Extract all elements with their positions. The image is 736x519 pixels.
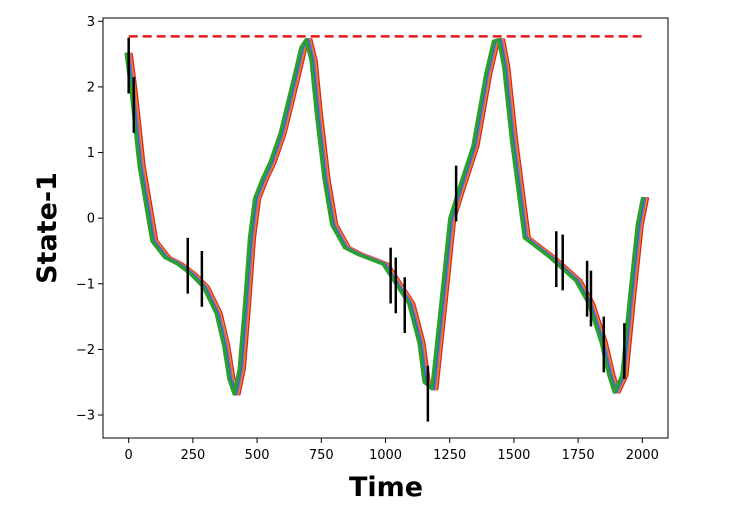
y-axis-title: State-1 [32, 172, 63, 284]
trajectory-line [128, 38, 648, 396]
x-tick-label: 1750 [562, 448, 595, 463]
x-axis-title: Time [349, 472, 423, 503]
x-axis: 0 250 500 750 1000 1250 1500 1750 2000 [125, 438, 659, 463]
trajectory-line [127, 38, 647, 396]
trajectory-line [125, 38, 646, 396]
x-tick-label: 0 [125, 448, 133, 463]
y-tick-label: 0 [87, 212, 95, 227]
x-tick-label: 500 [245, 448, 270, 463]
y-tick-label: −3 [76, 409, 95, 424]
x-tick-label: 750 [309, 448, 334, 463]
y-tick-label: −1 [76, 277, 95, 292]
x-tick-label: 1000 [369, 448, 402, 463]
x-tick-label: 250 [180, 448, 205, 463]
x-tick-label: 2000 [626, 448, 659, 463]
y-tick-label: 3 [87, 15, 95, 30]
x-tick-label: 1250 [433, 448, 466, 463]
y-axis: −3 −2 −1 0 1 2 3 [76, 15, 103, 424]
trajectory-line [129, 38, 650, 396]
y-tick-label: 2 [87, 80, 95, 95]
plot-area [124, 35, 650, 422]
y-tick-label: 1 [87, 146, 95, 161]
trajectory-line [124, 38, 644, 396]
x-tick-label: 1500 [497, 448, 530, 463]
plot-frame [102, 17, 669, 439]
y-tick-label: −2 [76, 343, 95, 358]
